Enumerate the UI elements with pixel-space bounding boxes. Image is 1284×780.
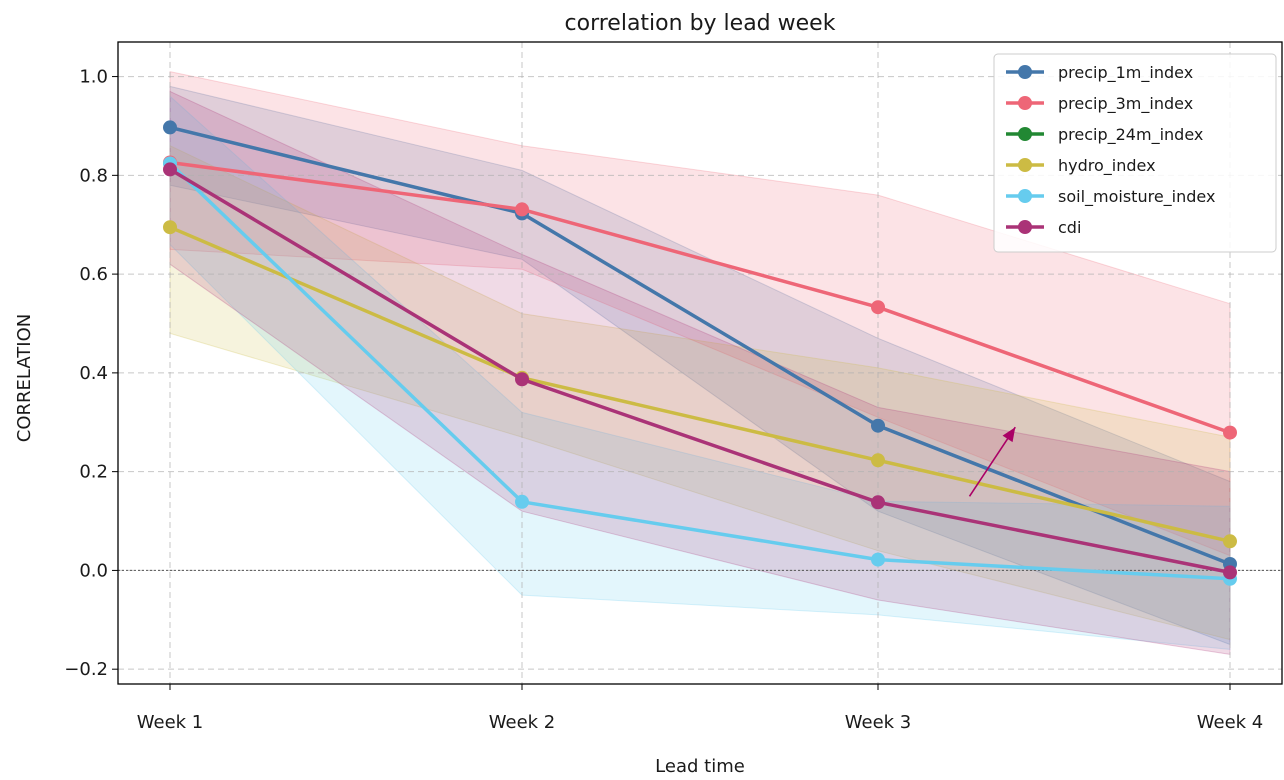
series-point — [163, 120, 177, 135]
legend-label: cdi — [1058, 218, 1081, 237]
legend-label: soil_moisture_index — [1058, 187, 1215, 207]
legend: precip_1m_index precip_3m_index precip_24m… — [993, 53, 1277, 253]
legend-marker — [1018, 189, 1032, 203]
legend-marker — [1018, 65, 1032, 79]
x-axis-label: Lead time — [655, 756, 745, 777]
series-point — [515, 372, 529, 387]
series-point — [163, 162, 177, 177]
series-point — [871, 552, 885, 567]
legend-box — [993, 53, 1277, 253]
series-point — [871, 418, 885, 433]
legend-marker — [1018, 158, 1032, 172]
series-point — [871, 453, 885, 468]
legend-label: precip_24m_index — [1058, 125, 1203, 145]
series-point — [1223, 565, 1237, 580]
series-point — [515, 202, 529, 217]
y-tick-label: 0.6 — [79, 264, 108, 285]
series-point — [871, 495, 885, 510]
y-axis-label: CORRELATION — [14, 314, 35, 442]
y-tick-label: 1.0 — [79, 67, 108, 88]
x-axis: Week 1 Week 2 Week 3 Week 4 — [137, 684, 1264, 733]
x-tick-label: Week 1 — [137, 712, 204, 733]
y-tick-label: 0.2 — [79, 462, 108, 483]
legend-marker — [1018, 127, 1032, 141]
series-point — [871, 300, 885, 315]
series-line — [169, 225, 1231, 544]
legend-label: precip_1m_index — [1058, 63, 1193, 83]
series-line — [168, 162, 1231, 581]
series-line — [169, 167, 1231, 575]
series-point — [1223, 425, 1237, 440]
series-point — [1223, 534, 1237, 549]
series-line — [169, 160, 1231, 435]
x-tick-label: Week 4 — [1197, 712, 1264, 733]
confidence-band — [169, 144, 1231, 641]
confidence-band — [169, 95, 1231, 650]
y-axis: −0.2 0.0 0.2 0.4 0.6 0.8 1.0 — [64, 67, 118, 680]
legend-label: precip_3m_index — [1058, 94, 1193, 114]
series-point — [163, 220, 177, 235]
legend-label: hydro_index — [1058, 156, 1156, 176]
x-tick-label: Week 2 — [489, 712, 556, 733]
legend-marker — [1018, 96, 1032, 110]
y-tick-label: 0.4 — [79, 363, 108, 384]
y-tick-label: 0.8 — [79, 165, 108, 186]
chart-title: correlation by lead week — [565, 11, 836, 36]
lines-layer — [163, 120, 1237, 586]
y-tick-label: 0.0 — [79, 560, 108, 581]
annotation-layer — [968, 426, 1016, 497]
series-line — [169, 125, 1231, 566]
y-tick-label: −0.2 — [64, 659, 108, 680]
series-point — [515, 494, 529, 509]
x-tick-label: Week 3 — [845, 712, 912, 733]
legend-marker — [1018, 220, 1032, 234]
plot-frame — [117, 41, 1283, 685]
annotation-arrowhead — [1002, 427, 1016, 443]
